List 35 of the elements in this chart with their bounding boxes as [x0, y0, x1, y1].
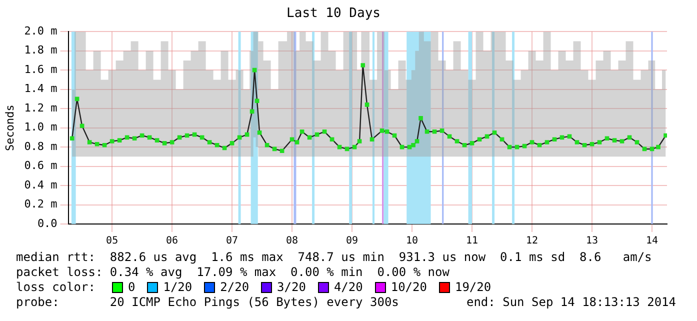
text: probe: 20 ICMP Echo Pings (56 Bytes) every 300s	[16, 295, 399, 310]
y-tick-label: 0.6 m	[24, 159, 58, 172]
chart-title: Last 10 Days	[286, 6, 380, 22]
x-tick-label: 12	[526, 236, 538, 247]
x-tick-label: 07	[226, 236, 238, 247]
text: 2/20	[220, 280, 250, 295]
y-tick-label: 1.6 m	[24, 62, 58, 76]
x-tick-label: 13	[586, 236, 598, 247]
y-axis-title: Seconds	[3, 104, 16, 151]
x-tick-label: 10	[406, 236, 418, 247]
x-tick-label: 08	[286, 236, 298, 247]
text: end: Sun Sep 14 18:13:13 2014	[466, 295, 676, 310]
x-tick-label: 06	[166, 236, 178, 247]
y-tick-label: 1.4 m	[24, 82, 58, 96]
text: 1/20	[163, 280, 192, 295]
text: packet loss: 0.34 % avg 17.09 % max 0.00 % min 0.00 % now	[15, 265, 450, 280]
y-tick-label: 0.0	[37, 216, 58, 230]
y-tick-label: 1.8 m	[24, 44, 58, 57]
x-tick-label: 11	[466, 236, 478, 247]
x-tick-label: 14	[646, 236, 658, 247]
y-tick-label: 0.8 m	[24, 140, 58, 153]
text: 10/20	[390, 280, 427, 295]
text: 4/20	[334, 280, 363, 295]
text: 19/20	[454, 280, 492, 295]
text: 3/20	[277, 280, 306, 295]
x-tick-label: 05	[106, 236, 118, 247]
y-tick-label: 1.2 m	[24, 101, 58, 114]
text: loss color:	[16, 280, 96, 295]
text: 0	[128, 280, 136, 295]
y-tick-label: 1.0 m	[24, 120, 58, 134]
y-tick-label: 2.0 m	[24, 24, 58, 38]
x-tick-label: 09	[346, 236, 358, 247]
y-tick-label: 0.2 m	[24, 198, 58, 211]
text: median rtt: 882.6 us avg 1.6 ms max 748.7 us min 931.3 us now 0.1 ms sd 8.6 am/s	[15, 250, 653, 265]
y-tick-label: 0.4 m	[24, 178, 58, 192]
